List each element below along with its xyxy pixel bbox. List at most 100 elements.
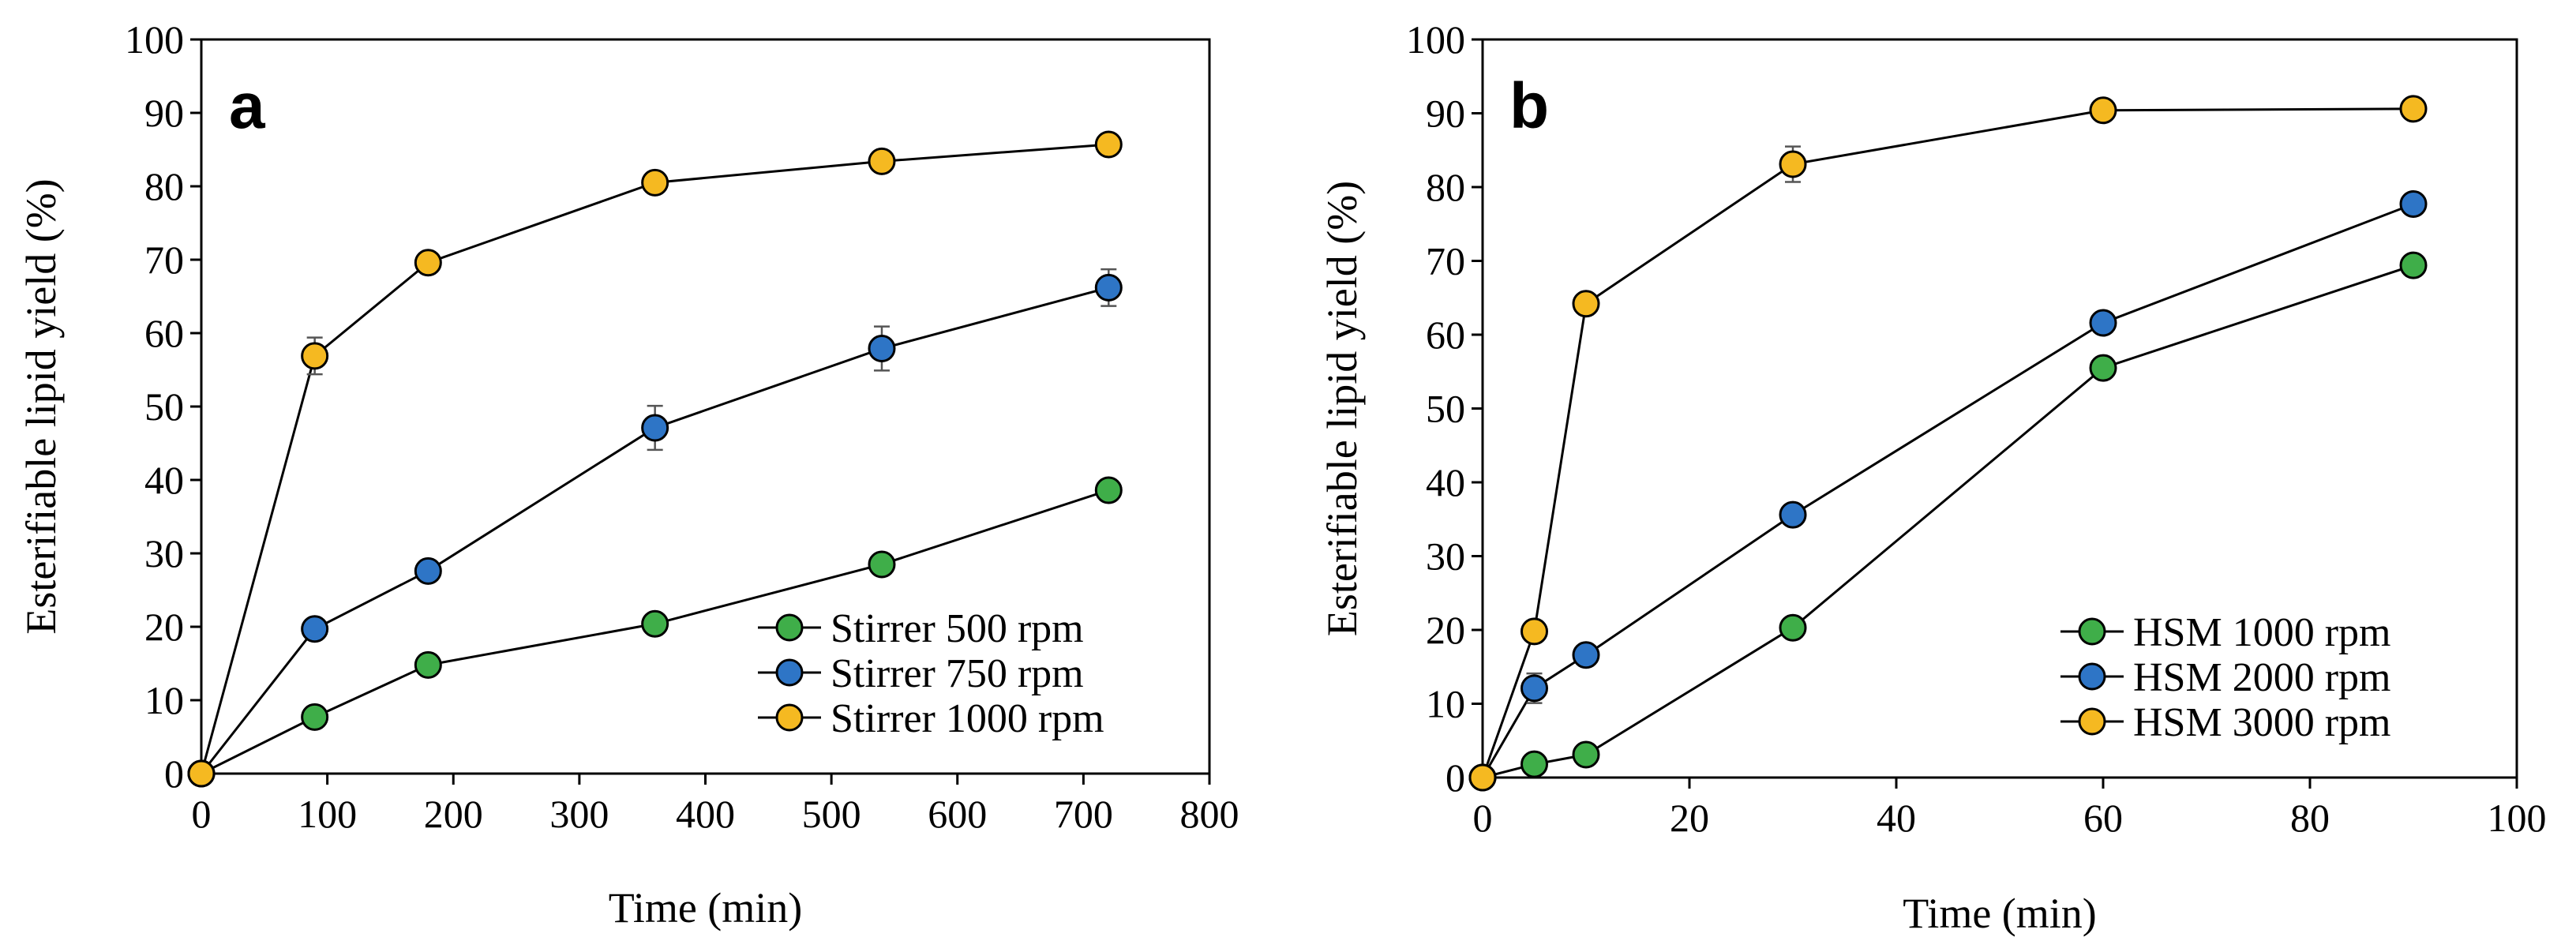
legend-marker: [775, 703, 804, 732]
x-tick-label: 200: [424, 792, 483, 836]
x-tick-label: 0: [1473, 796, 1493, 840]
x-tick-label: 400: [676, 792, 735, 836]
data-point: [641, 168, 669, 197]
data-point: [2399, 251, 2428, 279]
y-tick-label: 20: [144, 605, 184, 649]
legend-marker: [775, 658, 804, 687]
series-3: [187, 130, 1123, 788]
data-point: [1779, 500, 1807, 529]
data-point: [1468, 763, 1497, 792]
data-point: [1094, 130, 1123, 159]
x-tick-label: 800: [1180, 792, 1239, 836]
data-point: [301, 615, 329, 643]
data-point: [868, 335, 896, 363]
x-tick-label: 40: [1877, 796, 1916, 840]
data-point: [868, 550, 896, 579]
y-tick-label: 0: [1445, 755, 1465, 800]
data-point: [1572, 740, 1600, 769]
y-tick-label: 90: [144, 91, 184, 135]
data-point: [414, 249, 442, 277]
data-point: [2399, 190, 2428, 219]
legend-label: Stirrer 500 rpm: [831, 606, 1084, 651]
data-point: [1520, 674, 1548, 703]
x-tick-label: 500: [802, 792, 861, 836]
data-point: [2089, 309, 2117, 337]
data-point: [1520, 750, 1548, 778]
legend-label: HSM 3000 rpm: [2133, 700, 2390, 745]
x-tick-label: 600: [928, 792, 987, 836]
y-axis-label: Esterifiable lipid yield (%): [1318, 181, 1366, 636]
legend-marker: [775, 613, 804, 642]
y-tick-label: 70: [1426, 239, 1465, 283]
y-tick-label: 100: [125, 17, 184, 62]
y-tick-label: 40: [144, 458, 184, 502]
x-tick-label: 60: [2083, 796, 2123, 840]
series-line: [1481, 203, 2414, 778]
series-2: [1468, 190, 2428, 792]
series-line: [200, 286, 1109, 774]
data-point: [641, 609, 669, 638]
series-1: [1468, 251, 2428, 792]
x-axis-label: Time (min): [1903, 890, 2097, 937]
data-point: [1094, 273, 1123, 302]
legend-label: HSM 1000 rpm: [2133, 610, 2390, 655]
y-tick-label: 100: [1406, 17, 1465, 62]
y-tick-label: 80: [1426, 165, 1465, 209]
chart-panel-a: 0 10 20 30 40 50 60 70 80 90 100 0 100 200 300 400 500 60…: [17, 17, 1239, 931]
legend-label: Stirrer 750 rpm: [831, 651, 1084, 696]
x-tick-label: 0: [192, 792, 212, 836]
series-line: [1481, 107, 2414, 778]
y-tick-label: 40: [1426, 460, 1465, 504]
x-tick-label: 100: [298, 792, 357, 836]
y-tick-label: 50: [1426, 387, 1465, 431]
x-tick-label: 80: [2290, 796, 2330, 840]
y-tick-label: 60: [1426, 313, 1465, 357]
y-tick-label: 90: [1426, 92, 1465, 136]
data-point: [1779, 613, 1807, 642]
data-point: [641, 414, 669, 442]
x-tick-label: 700: [1054, 792, 1113, 836]
y-tick-label: 70: [144, 238, 184, 282]
x-tick-label: 20: [1670, 796, 1709, 840]
chart-panel-b: 0 10 20 30 40 50 60 70 80 90 100 0 20 40 60 80 100 Time (…: [1318, 17, 2547, 937]
data-point: [414, 650, 442, 679]
data-point: [1520, 617, 1548, 646]
y-tick-label: 80: [144, 164, 184, 208]
data-point: [868, 147, 896, 175]
data-point: [301, 342, 329, 370]
y-axis-label: Esterifiable lipid yield (%): [17, 178, 65, 634]
y-tick-label: 30: [1426, 534, 1465, 579]
y-tick-label: 10: [144, 678, 184, 722]
data-point: [1572, 290, 1600, 318]
data-point: [2089, 354, 2117, 382]
y-tick-label: 30: [144, 531, 184, 575]
legend-marker: [2078, 617, 2106, 646]
y-tick-label: 10: [1426, 682, 1465, 726]
x-axis-label: Time (min): [609, 884, 803, 931]
series-3: [1468, 95, 2428, 792]
series-line: [201, 489, 1109, 775]
data-point: [2399, 95, 2428, 123]
legend-label: HSM 2000 rpm: [2133, 655, 2390, 700]
data-point: [301, 703, 329, 731]
x-tick-label: 100: [2488, 796, 2547, 840]
legend-marker: [2078, 662, 2106, 691]
y-tick-label: 0: [164, 751, 184, 796]
data-point: [1094, 476, 1123, 504]
y-tick-label: 20: [1426, 608, 1465, 652]
data-point: [1572, 641, 1600, 669]
legend-marker: [2078, 707, 2106, 736]
y-tick-label: 50: [144, 384, 184, 429]
legend-label: Stirrer 1000 rpm: [831, 696, 1104, 741]
data-point: [414, 557, 442, 585]
x-tick-label: 300: [549, 792, 609, 836]
panel-letter: a: [229, 70, 266, 142]
series-line: [200, 143, 1109, 774]
panel-letter: b: [1509, 70, 1549, 142]
data-point: [1779, 150, 1807, 178]
data-point: [187, 759, 216, 788]
y-tick-label: 60: [144, 311, 184, 355]
